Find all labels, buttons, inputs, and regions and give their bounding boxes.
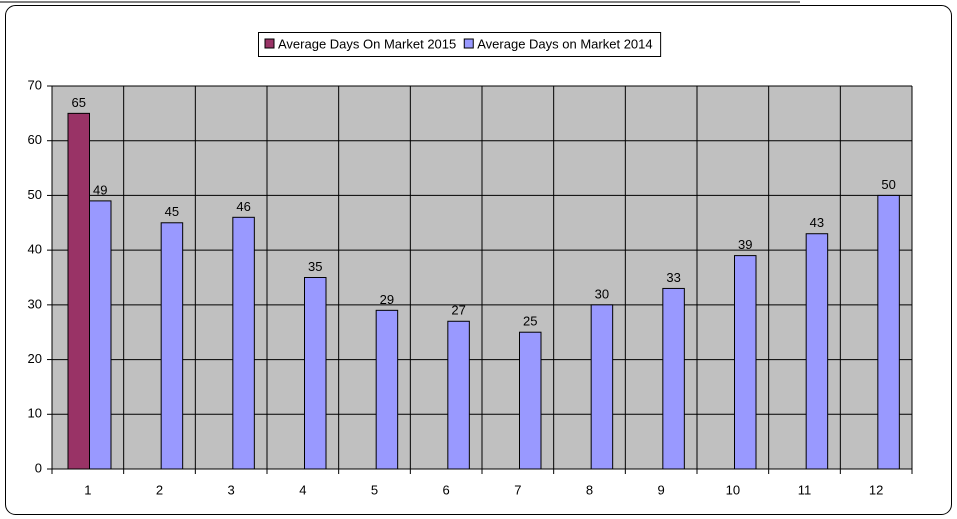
x-tick-label: 1 <box>84 482 91 497</box>
data-label: 65 <box>72 95 86 110</box>
data-label: 45 <box>165 204 179 219</box>
data-label: 30 <box>595 286 609 301</box>
data-label: 33 <box>666 270 680 285</box>
y-tick-label: 60 <box>28 132 42 147</box>
bar <box>89 200 112 470</box>
x-tick-label: 6 <box>443 482 450 497</box>
data-label: 25 <box>523 314 537 329</box>
x-tick-label: 2 <box>156 482 163 497</box>
bar <box>160 222 184 470</box>
x-tick-label: 4 <box>299 482 306 497</box>
data-label: 27 <box>451 303 465 318</box>
bar <box>232 216 255 470</box>
bar <box>805 233 829 470</box>
x-tick-label: 12 <box>869 482 883 497</box>
x-tick-label: 8 <box>586 482 593 497</box>
bar <box>304 277 327 470</box>
bar <box>67 112 90 470</box>
data-label: 46 <box>236 199 250 214</box>
y-tick-label: 0 <box>35 460 42 475</box>
y-tick-label: 20 <box>28 351 42 366</box>
data-label: 29 <box>380 292 394 307</box>
x-tick-label: 7 <box>514 482 521 497</box>
legend-label: Average Days on Market 2014 <box>477 36 652 51</box>
x-tick-label: 3 <box>228 482 235 497</box>
data-label: 43 <box>810 215 824 230</box>
x-tick-label: 9 <box>658 482 665 497</box>
y-tick-label: 70 <box>28 77 42 92</box>
bar <box>590 304 614 470</box>
legend-box <box>258 32 662 57</box>
y-tick-label: 30 <box>28 296 42 311</box>
y-tick-label: 10 <box>28 406 42 421</box>
data-label: 35 <box>308 259 322 274</box>
x-tick-label: 11 <box>798 482 812 497</box>
x-tick-label: 5 <box>371 482 378 497</box>
y-tick-label: 50 <box>28 187 42 202</box>
legend-swatch <box>463 38 474 49</box>
bar <box>447 320 470 470</box>
bar <box>375 309 399 470</box>
bar <box>734 255 757 470</box>
legend-swatch <box>264 38 275 49</box>
bar <box>877 194 900 470</box>
legend-label: Average Days On Market 2015 <box>278 36 456 51</box>
data-label: 49 <box>93 182 107 197</box>
bar <box>662 287 685 470</box>
y-tick-label: 40 <box>28 242 42 257</box>
x-tick-label: 10 <box>726 482 740 497</box>
data-label: 39 <box>738 237 752 252</box>
bar <box>519 331 542 470</box>
data-label: 50 <box>881 177 895 192</box>
